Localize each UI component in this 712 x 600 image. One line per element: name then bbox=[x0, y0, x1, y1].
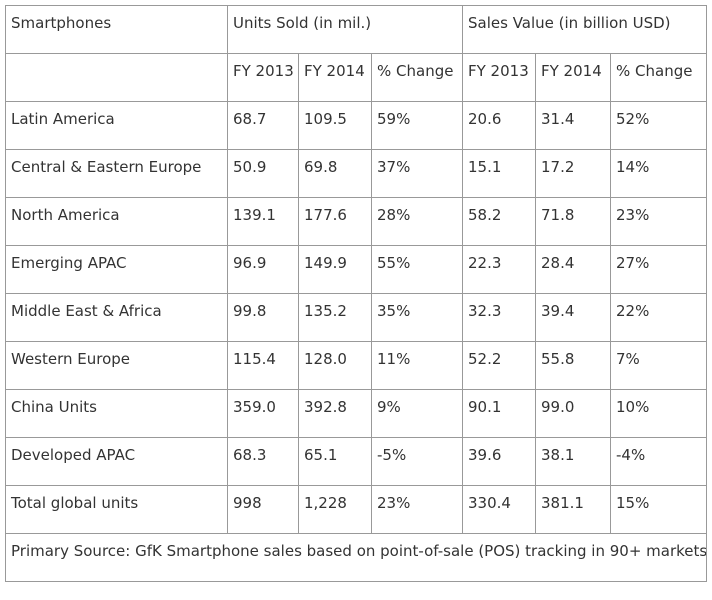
sales-change-cell: 52% bbox=[610, 101, 707, 150]
header-units-sold: Units Sold (in mil.) bbox=[227, 5, 463, 54]
header-empty-cell bbox=[5, 53, 228, 102]
sales-change-cell: 7% bbox=[610, 341, 707, 390]
units-fy2013-cell: 68.7 bbox=[227, 101, 299, 150]
units-change-cell: 9% bbox=[371, 389, 463, 438]
sales-fy2014-cell: 28.4 bbox=[535, 245, 611, 294]
region-cell: Emerging APAC bbox=[5, 245, 228, 294]
sales-change-cell: 23% bbox=[610, 197, 707, 246]
sales-fy2013-cell: 330.4 bbox=[462, 485, 536, 534]
sales-fy2013-cell: 58.2 bbox=[462, 197, 536, 246]
units-fy2013-cell: 50.9 bbox=[227, 149, 299, 198]
units-change-cell: 28% bbox=[371, 197, 463, 246]
units-fy2014-cell: 392.8 bbox=[298, 389, 372, 438]
source-row: Primary Source: GfK Smartphone sales bas… bbox=[5, 533, 707, 582]
sales-change-cell: 10% bbox=[610, 389, 707, 438]
table-row: Middle East & Africa 99.8 135.2 35% 32.3 39.4… bbox=[5, 293, 707, 342]
smartphone-sales-table: Smartphones Units Sold (in mil.) Sales V… bbox=[5, 5, 707, 582]
sales-fy2013-cell: 32.3 bbox=[462, 293, 536, 342]
header-smartphones: Smartphones bbox=[5, 5, 228, 54]
units-fy2014-cell: 109.5 bbox=[298, 101, 372, 150]
sales-change-cell: -4% bbox=[610, 437, 707, 486]
sales-fy2014-cell: 55.8 bbox=[535, 341, 611, 390]
table-row: Western Europe 115.4 128.0 11% 52.2 55.8 7% bbox=[5, 341, 707, 390]
units-fy2013-cell: 115.4 bbox=[227, 341, 299, 390]
header-sales-change: % Change bbox=[610, 53, 707, 102]
region-cell: North America bbox=[5, 197, 228, 246]
region-cell: China Units bbox=[5, 389, 228, 438]
units-fy2014-cell: 65.1 bbox=[298, 437, 372, 486]
region-cell: Middle East & Africa bbox=[5, 293, 228, 342]
header-row-years: FY 2013 FY 2014 % Change FY 2013 FY 2014… bbox=[5, 53, 707, 102]
table-row: Developed APAC 68.3 65.1 -5% 39.6 38.1 -4% bbox=[5, 437, 707, 486]
sales-change-cell: 22% bbox=[610, 293, 707, 342]
units-fy2013-cell: 96.9 bbox=[227, 245, 299, 294]
units-fy2013-cell: 998 bbox=[227, 485, 299, 534]
sales-fy2013-cell: 90.1 bbox=[462, 389, 536, 438]
sales-fy2013-cell: 39.6 bbox=[462, 437, 536, 486]
header-row-groups: Smartphones Units Sold (in mil.) Sales V… bbox=[5, 5, 707, 54]
header-sales-value: Sales Value (in billion USD) bbox=[462, 5, 707, 54]
sales-change-cell: 14% bbox=[610, 149, 707, 198]
units-change-cell: 37% bbox=[371, 149, 463, 198]
sales-fy2014-cell: 38.1 bbox=[535, 437, 611, 486]
sales-fy2013-cell: 15.1 bbox=[462, 149, 536, 198]
table-row: Central & Eastern Europe 50.9 69.8 37% 15.1 1… bbox=[5, 149, 707, 198]
units-change-cell: 55% bbox=[371, 245, 463, 294]
table-row: North America 139.1 177.6 28% 58.2 71.8 23% bbox=[5, 197, 707, 246]
header-units-fy2014: FY 2014 bbox=[298, 53, 372, 102]
table-row: Emerging APAC 96.9 149.9 55% 22.3 28.4 27% bbox=[5, 245, 707, 294]
sales-fy2014-cell: 381.1 bbox=[535, 485, 611, 534]
units-fy2013-cell: 68.3 bbox=[227, 437, 299, 486]
units-fy2013-cell: 359.0 bbox=[227, 389, 299, 438]
region-cell: Latin America bbox=[5, 101, 228, 150]
units-fy2013-cell: 99.8 bbox=[227, 293, 299, 342]
units-fy2013-cell: 139.1 bbox=[227, 197, 299, 246]
units-fy2014-cell: 177.6 bbox=[298, 197, 372, 246]
sales-change-cell: 27% bbox=[610, 245, 707, 294]
sales-fy2014-cell: 39.4 bbox=[535, 293, 611, 342]
units-fy2014-cell: 1,228 bbox=[298, 485, 372, 534]
region-cell: Western Europe bbox=[5, 341, 228, 390]
sales-fy2014-cell: 99.0 bbox=[535, 389, 611, 438]
units-change-cell: 59% bbox=[371, 101, 463, 150]
units-change-cell: 35% bbox=[371, 293, 463, 342]
header-units-fy2013: FY 2013 bbox=[227, 53, 299, 102]
units-fy2014-cell: 135.2 bbox=[298, 293, 372, 342]
units-change-cell: -5% bbox=[371, 437, 463, 486]
header-units-change: % Change bbox=[371, 53, 463, 102]
table-row: Latin America 68.7 109.5 59% 20.6 31.4 52% bbox=[5, 101, 707, 150]
sales-fy2014-cell: 71.8 bbox=[535, 197, 611, 246]
units-fy2014-cell: 128.0 bbox=[298, 341, 372, 390]
region-cell: Developed APAC bbox=[5, 437, 228, 486]
header-sales-fy2014: FY 2014 bbox=[535, 53, 611, 102]
source-note: Primary Source: GfK Smartphone sales bas… bbox=[5, 533, 707, 582]
sales-fy2013-cell: 20.6 bbox=[462, 101, 536, 150]
sales-fy2014-cell: 31.4 bbox=[535, 101, 611, 150]
table-row: China Units 359.0 392.8 9% 90.1 99.0 10% bbox=[5, 389, 707, 438]
table-row: Total global units 998 1,228 23% 330.4 381.1 1… bbox=[5, 485, 707, 534]
region-cell: Total global units bbox=[5, 485, 228, 534]
sales-fy2014-cell: 17.2 bbox=[535, 149, 611, 198]
sales-fy2013-cell: 52.2 bbox=[462, 341, 536, 390]
units-change-cell: 11% bbox=[371, 341, 463, 390]
sales-change-cell: 15% bbox=[610, 485, 707, 534]
sales-fy2013-cell: 22.3 bbox=[462, 245, 536, 294]
region-cell: Central & Eastern Europe bbox=[5, 149, 228, 198]
header-sales-fy2013: FY 2013 bbox=[462, 53, 536, 102]
units-fy2014-cell: 149.9 bbox=[298, 245, 372, 294]
units-fy2014-cell: 69.8 bbox=[298, 149, 372, 198]
units-change-cell: 23% bbox=[371, 485, 463, 534]
